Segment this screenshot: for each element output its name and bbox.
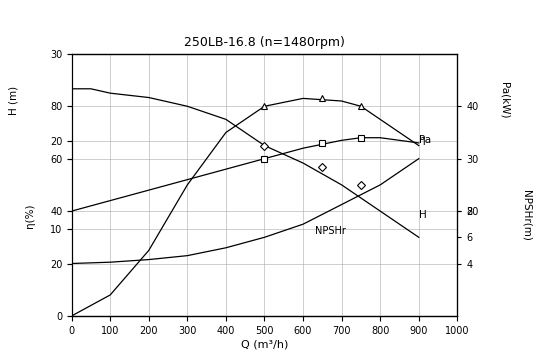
Text: NPSHr(m): NPSHr(m) — [521, 190, 531, 241]
Title: 250LB-16.8 (n=1480rpm): 250LB-16.8 (n=1480rpm) — [184, 36, 345, 48]
Text: η: η — [419, 135, 425, 145]
Text: H: H — [419, 210, 426, 220]
Text: H (m): H (m) — [9, 86, 19, 115]
Text: Pa(kW): Pa(kW) — [499, 82, 509, 119]
Text: Pa: Pa — [419, 135, 431, 145]
X-axis label: Q (m³/h): Q (m³/h) — [241, 340, 288, 350]
Text: η(%): η(%) — [25, 203, 35, 228]
Text: NPSHr: NPSHr — [315, 226, 345, 236]
